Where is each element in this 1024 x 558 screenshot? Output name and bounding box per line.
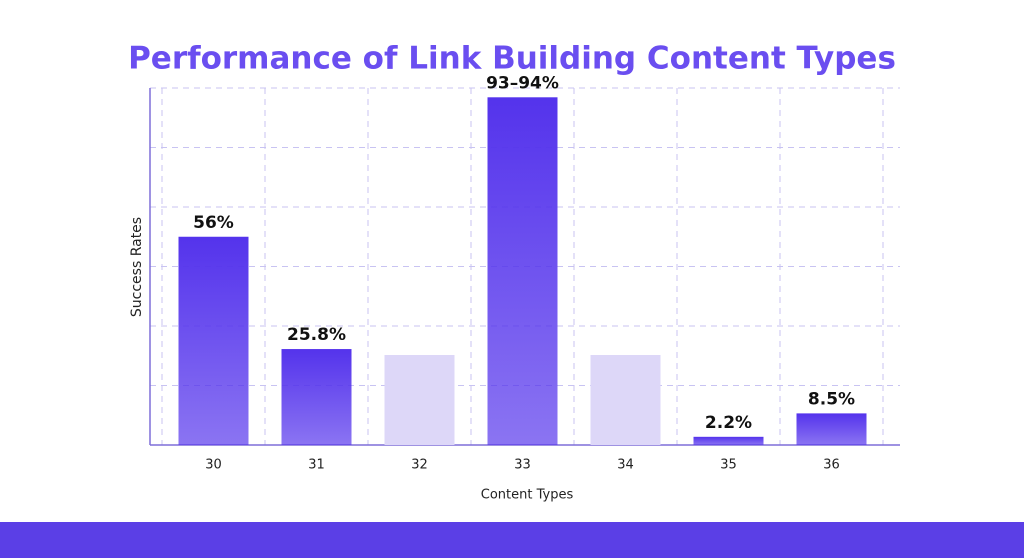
data-label: 25.8% [287, 325, 346, 345]
data-label: 93–94% [486, 73, 559, 93]
bar [693, 436, 764, 445]
data-label: 2.2% [705, 413, 752, 433]
x-tick-label: 30 [205, 458, 222, 473]
x-axis-label: Content Types [481, 488, 574, 503]
bar [281, 349, 352, 445]
y-axis-label: Success Rates [129, 217, 145, 317]
data-label: 56% [193, 213, 234, 233]
footer-strip [0, 522, 1024, 558]
x-tick-label: 33 [514, 458, 531, 473]
x-tick-label: 34 [617, 458, 634, 473]
x-tick-label: 32 [411, 458, 428, 473]
placeholder-bar [590, 355, 661, 445]
x-tick-label: 35 [720, 458, 737, 473]
bar [178, 236, 249, 445]
bar [796, 413, 867, 445]
x-tick-label: 36 [823, 458, 840, 473]
placeholder-bar [384, 355, 455, 445]
x-tick-label: 31 [308, 458, 325, 473]
chart-title: Performance of Link Building Content Typ… [128, 41, 896, 77]
data-label: 8.5% [808, 389, 855, 409]
bar [487, 97, 558, 445]
